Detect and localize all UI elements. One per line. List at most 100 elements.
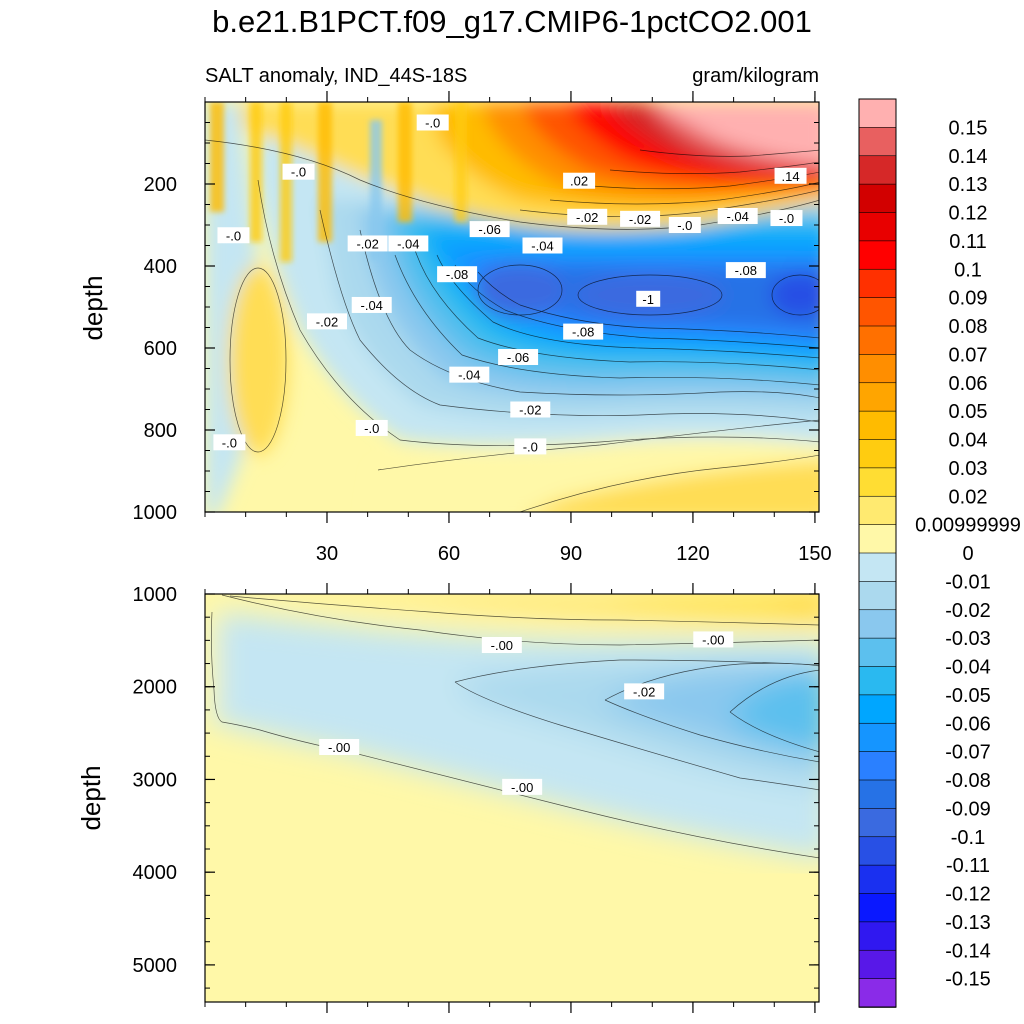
colorbar-swatch [858,155,897,185]
contour-label-text: -.08 [446,267,468,282]
contour-labels: -.0 -.0 .02 .14 -.02 -.02 -.0 -.04 -.0 -.0 -.02 -.0… [213,114,807,795]
left-subtitle: SALT anomaly, IND_44S-18S [205,65,467,87]
contour-label-box [563,323,604,340]
contour-label-box [416,114,449,131]
contour-label-text: -.06 [478,222,500,237]
colorbar-swatch [858,354,897,384]
contour-label-box [624,683,665,700]
colorbar-swatch [858,694,897,725]
colorbar-label: -0.15 [945,969,991,991]
colorbar-swatch [858,978,897,1008]
colorbar-label: 0.06 [949,373,988,395]
contour-label-text: -.04 [361,298,383,313]
contour-label-text: -.0 [779,211,794,226]
top-contour-label: -.0 [514,438,547,455]
contour-label-text: -.00 [702,632,724,647]
right-subtitle: gram/kilogram [692,65,819,87]
bottom-ytick-label: 1000 [133,584,178,606]
bottom-ylabel: depth [76,765,106,830]
colorbar-swatch [858,439,897,469]
contour-label-text: -.0 [364,421,379,436]
top-contour-label: -.02 [567,208,608,225]
contour-label-text: .14 [781,169,799,184]
colorbar-swatch [858,268,897,299]
colorbar-swatch [858,921,897,952]
bottom-contour-label: -.00 [319,739,360,755]
contour-label-text: -.02 [576,210,598,225]
contour-label-text: -.0 [291,165,306,180]
top-contour-label: -.06 [469,221,510,238]
contour-label-text: -.00 [511,780,533,795]
colorbar-label: 0.07 [949,344,988,366]
top-contour-label: -.04 [388,235,429,252]
colorbar-swatch [858,212,897,242]
colorbar-swatch [858,127,897,157]
contour-label-text: -.08 [572,325,594,340]
bottom-ytick-label: 3000 [133,769,178,791]
top-contour-label: -.08 [725,262,766,279]
xtick-label: 60 [438,543,460,565]
bottom-contour-label: -.00 [502,778,543,795]
colorbar-swatch [858,183,897,214]
contour-label-text: -.02 [316,314,338,329]
contour-label-text: -1 [642,292,654,307]
contour-label-box [563,172,596,189]
colorbar-swatch [858,751,897,781]
top-ytick-label: 1000 [133,502,178,524]
contour-label-text: -.06 [507,350,529,365]
colorbar-label: 0.08 [949,316,988,338]
contour-label-box [693,631,734,648]
contour-label-text: -.04 [397,236,419,251]
colorbar-label: -0.11 [946,855,990,877]
contour-label-text: -.04 [726,209,748,224]
xtick-label: 90 [560,543,582,565]
top-contour-label: -.02 [347,235,388,252]
contour-label-text: -.0 [222,435,237,450]
top-contour-label: .02 [563,172,596,189]
colorbar-swatch [858,666,897,696]
contour-label-box [514,438,547,455]
top-contour-label: -.08 [437,266,478,283]
contour-label-box [717,207,758,224]
top-contour-label: -.0 [213,434,246,451]
top-contour-label: -.06 [498,349,539,366]
contour-label-box [347,235,388,252]
colorbar-label: -0.05 [945,685,991,707]
colorbar-label: 0.05 [949,401,988,423]
contour-label-box [770,210,803,227]
colorbar-swatch [858,836,897,866]
contour-label-box [774,167,807,184]
colorbar-label: 0.1 [954,259,982,281]
top-contour-label: -.0 [355,419,388,436]
bottom-ytick-label: 4000 [133,862,178,884]
top-contour-label: -.04 [449,366,490,383]
contour-label-text: -.04 [458,368,480,383]
contour-label-box [668,217,701,233]
contour-label-box [217,227,250,244]
top-ylabel: depth [78,275,108,340]
top-panel-field [205,102,819,512]
bottom-panel-field [205,594,819,1002]
contour-label-text: -.08 [735,263,757,278]
colorbar-swatch [858,98,897,129]
contour-label-box [725,262,766,279]
top-contour-label: -.0 [217,227,250,244]
contour-label-text: -.00 [491,638,513,653]
top-contour-label: .14 [774,167,807,184]
colorbar-label: 0.02 [949,486,988,508]
xtick-label: 150 [798,543,831,565]
colorbar-label: -0.04 [945,657,991,679]
contour-label-text: -.02 [633,684,655,699]
chart-title: b.e21.B1PCT.f09_g17.CMIP6-1pctCO2.001 [212,4,812,39]
colorbar-label: 0.13 [949,174,988,196]
top-ytick-label: 600 [144,338,177,360]
colorbar-label: -0.08 [945,770,991,792]
colorbar-swatch [858,467,897,498]
colorbar-label: -0.14 [945,940,991,962]
axis-ticks [204,91,819,1013]
bottom-contour-label: -.02 [624,683,665,700]
colorbar-swatch [858,325,897,356]
colorbar-swatch [858,524,897,554]
contour-label-box [282,163,315,180]
